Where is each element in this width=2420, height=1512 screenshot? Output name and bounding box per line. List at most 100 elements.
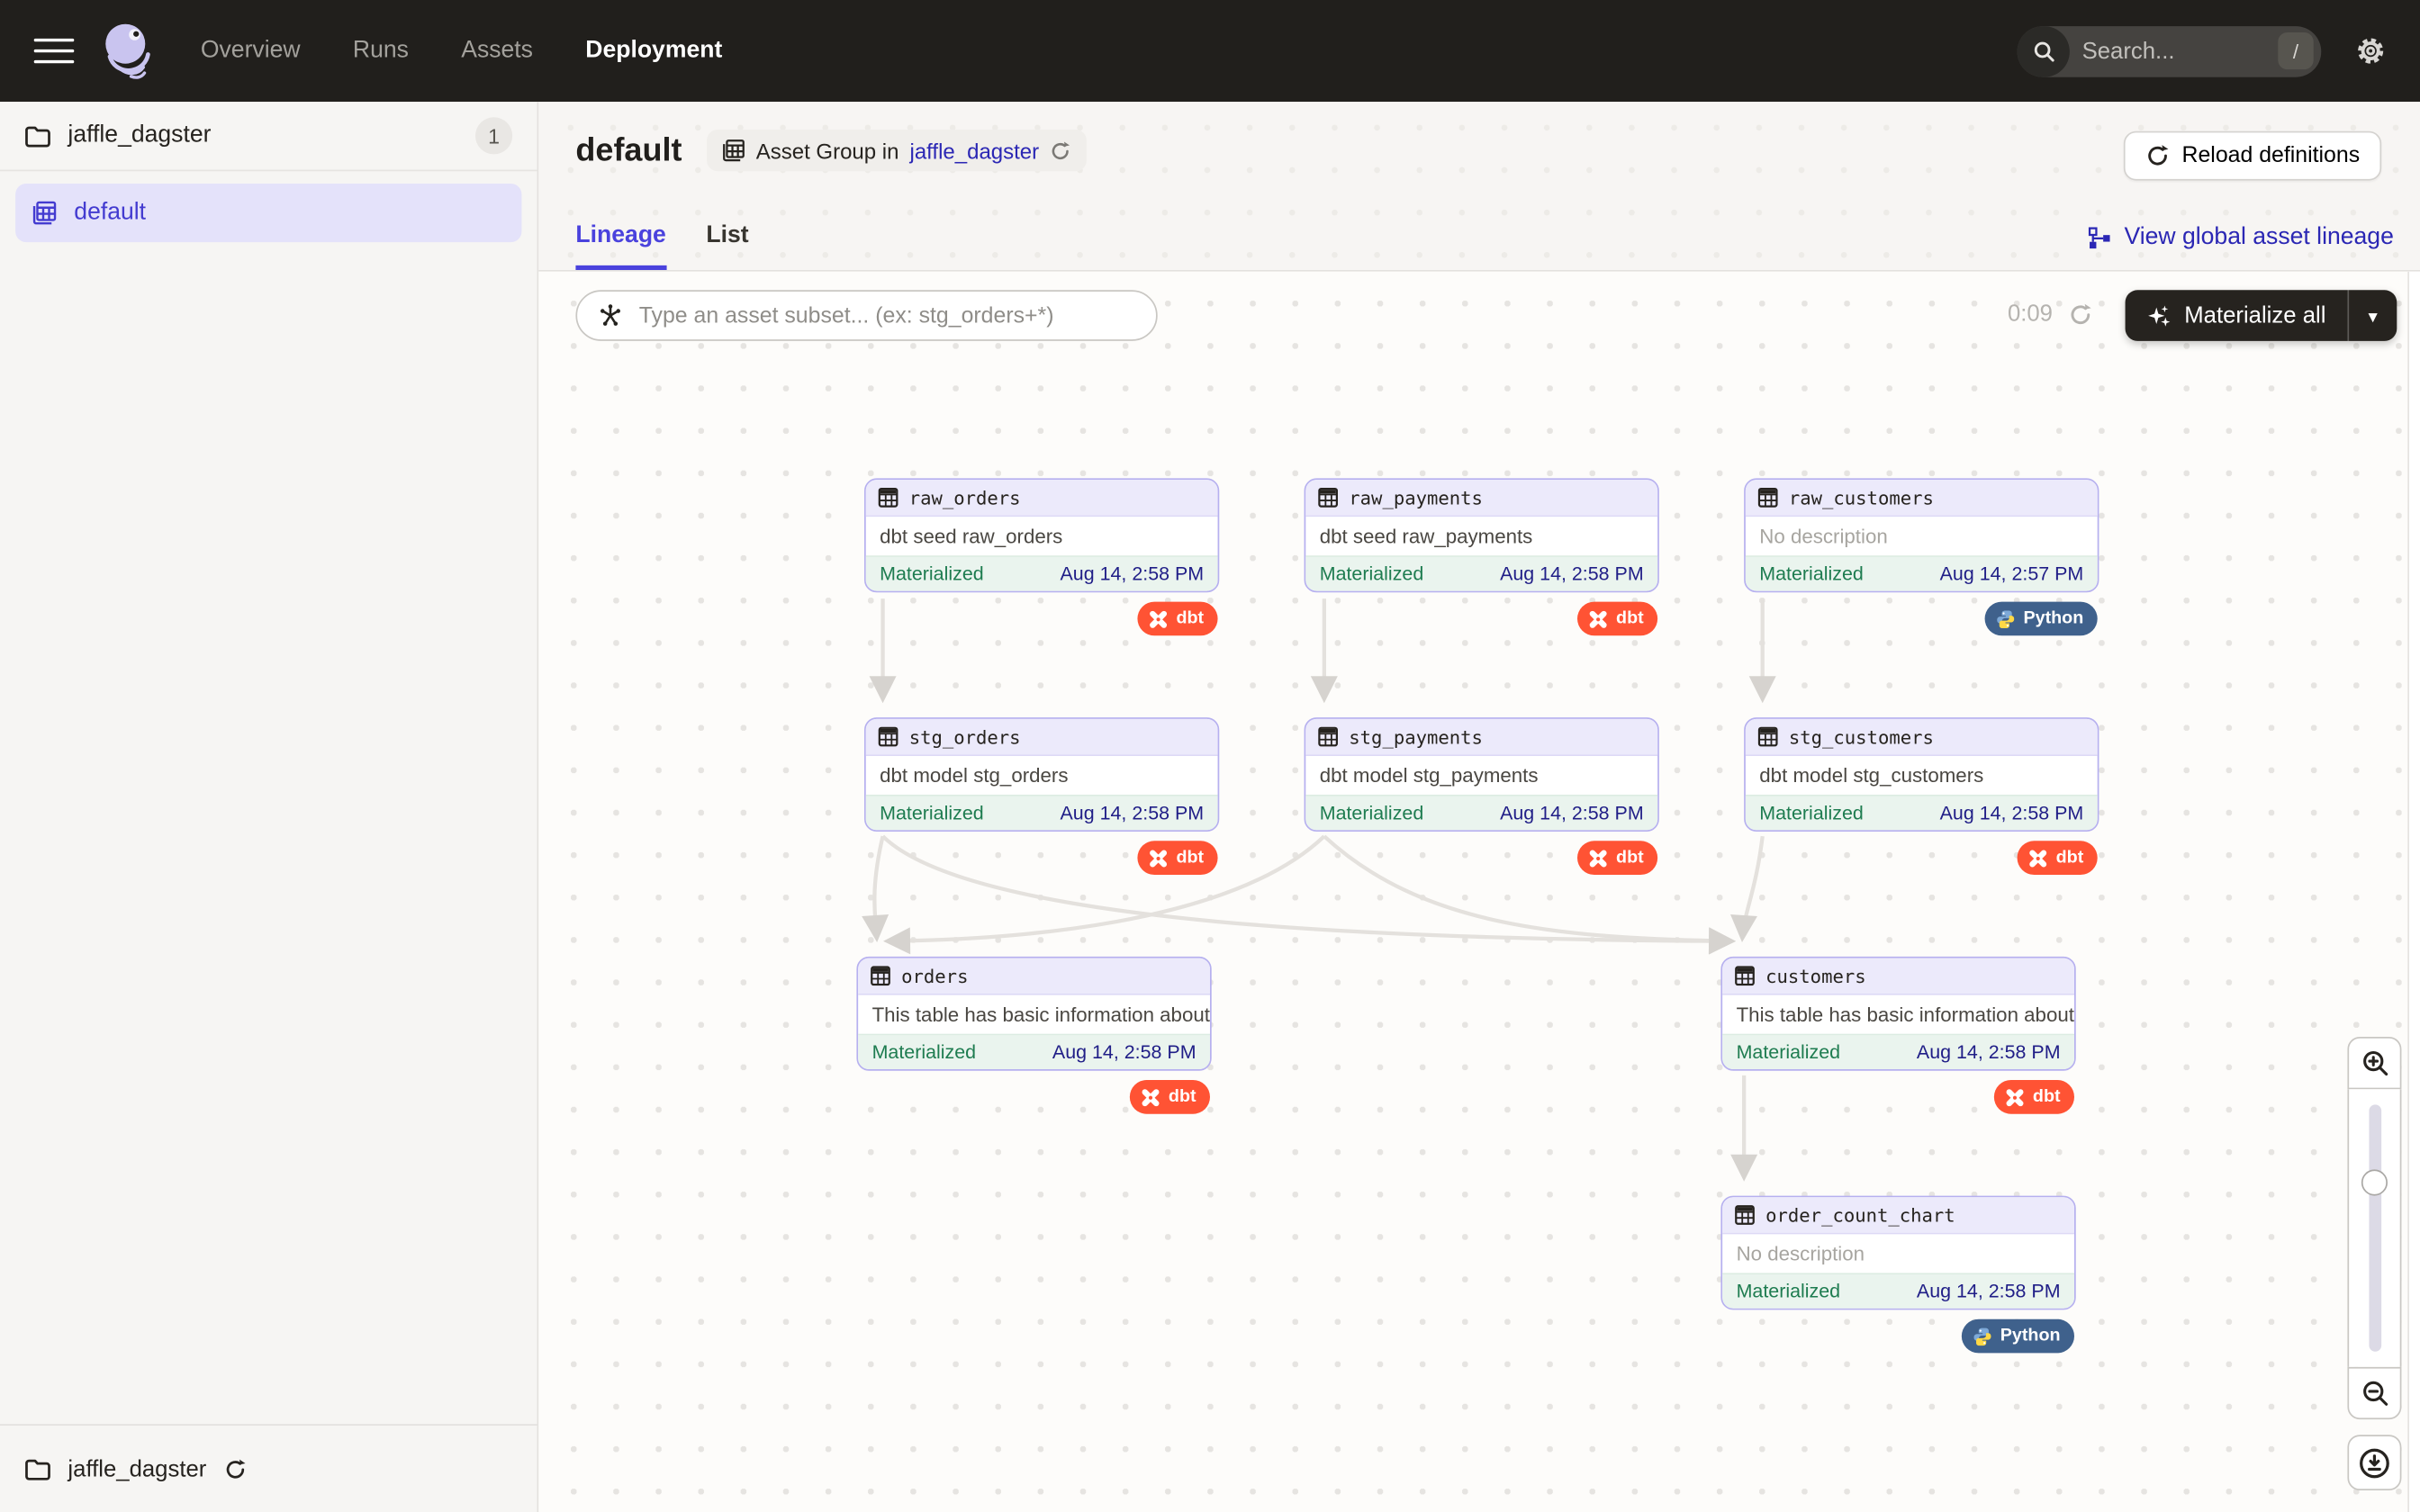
python-icon <box>1973 1327 1991 1346</box>
node-header: raw_payments <box>1305 480 1658 518</box>
asset-selection-icon <box>597 302 623 337</box>
view-global-asset-lineage-link[interactable]: View global asset lineage <box>2089 224 2394 252</box>
asset-name: orders <box>901 965 969 987</box>
asset-group-label: Asset Group in <box>755 138 899 163</box>
asset-name: raw_payments <box>1349 486 1483 508</box>
left-sidebar: jaffle_dagster 1 default jaffle_dagster <box>0 102 539 1512</box>
asset-node-raw-payments[interactable]: raw_payments dbt seed raw_payments Mater… <box>1304 478 1659 636</box>
materialized-timestamp[interactable]: Aug 14, 2:58 PM <box>1916 1041 2061 1064</box>
asset-node-orders[interactable]: orders This table has basic information … <box>856 956 1212 1114</box>
materialized-timestamp[interactable]: Aug 14, 2:57 PM <box>1939 562 2084 585</box>
python-badge: Python <box>1984 601 2098 636</box>
python-badge: Python <box>1961 1318 2074 1354</box>
page-title: default <box>575 131 682 167</box>
dbt-icon <box>1589 849 1607 867</box>
menu-icon[interactable] <box>33 31 75 71</box>
asset-name: stg_customers <box>1788 725 1934 748</box>
dbt-icon <box>2006 1088 2024 1106</box>
refresh-graph-icon[interactable] <box>2068 302 2092 326</box>
global-search[interactable]: / <box>2017 25 2322 76</box>
asset-group-icon <box>722 140 745 162</box>
asset-node-customers[interactable]: customers This table has basic informati… <box>1720 956 2076 1114</box>
tab-list[interactable]: List <box>706 221 749 248</box>
sidebar-group-default[interactable]: default <box>15 184 522 243</box>
python-icon <box>1997 609 2015 628</box>
table-icon <box>878 726 898 747</box>
settings-gear-icon[interactable] <box>2355 35 2386 66</box>
download-graph-button[interactable] <box>2347 1435 2402 1490</box>
asset-description: No description <box>1736 1242 1865 1265</box>
asset-description: dbt model stg_payments <box>1319 763 1539 788</box>
lineage-graph-icon <box>2089 226 2111 248</box>
sidebar-repo-jaffle-dagster[interactable]: jaffle_dagster 1 <box>0 102 537 172</box>
asset-node-raw-customers[interactable]: raw_customers No description Materialize… <box>1744 478 2099 636</box>
asset-group-repo-link[interactable]: jaffle_dagster <box>909 138 1040 163</box>
refresh-group-icon[interactable] <box>1050 140 1071 161</box>
materialized-timestamp[interactable]: Aug 14, 2:58 PM <box>1916 1280 2061 1302</box>
materialized-status: Materialized <box>1736 1280 1841 1302</box>
asset-node-order-count-chart[interactable]: order_count_chart No description Materia… <box>1720 1195 2076 1354</box>
nav-item-deployment[interactable]: Deployment <box>585 37 723 64</box>
materialize-all-button[interactable]: Materialize all ▾ <box>2126 290 2397 341</box>
node-header: raw_orders <box>865 480 1218 518</box>
dbt-badge: dbt <box>1577 841 1658 875</box>
node-header: order_count_chart <box>1722 1197 2074 1235</box>
repo-count-badge: 1 <box>475 117 513 155</box>
dbt-badge: dbt <box>2017 841 2098 875</box>
group-name: default <box>74 199 147 226</box>
asset-name: raw_customers <box>1788 486 1934 508</box>
materialized-timestamp[interactable]: Aug 14, 2:58 PM <box>1939 802 2084 824</box>
materialized-timestamp[interactable]: Aug 14, 2:58 PM <box>1060 562 1205 585</box>
asset-node-stg-orders[interactable]: stg_orders dbt model stg_orders Material… <box>864 717 1220 875</box>
materialized-timestamp[interactable]: Aug 14, 2:58 PM <box>1060 802 1205 824</box>
asset-status-row: Materialized Aug 14, 2:58 PM <box>858 1033 1210 1069</box>
graph-scrollbar-gutter[interactable] <box>2407 271 2420 1512</box>
search-icon <box>2017 25 2070 76</box>
asset-node-raw-orders[interactable]: raw_orders dbt seed raw_orders Materiali… <box>864 478 1220 636</box>
asset-status-row: Materialized Aug 14, 2:58 PM <box>1305 555 1658 591</box>
asset-node-stg-payments[interactable]: stg_payments dbt model stg_payments Mate… <box>1304 717 1659 875</box>
table-icon <box>871 966 890 986</box>
lineage-edges <box>862 598 1776 1182</box>
tab-lineage[interactable]: Lineage <box>575 222 666 270</box>
materialized-timestamp[interactable]: Aug 14, 2:58 PM <box>1052 1041 1196 1064</box>
asset-status-row: Materialized Aug 14, 2:58 PM <box>1305 794 1658 831</box>
asset-subset-filter-input[interactable] <box>575 290 1158 341</box>
search-input[interactable] <box>2069 38 2253 65</box>
materialized-timestamp[interactable]: Aug 14, 2:58 PM <box>1500 802 1644 824</box>
dbt-icon <box>1142 1088 1160 1106</box>
materialized-timestamp[interactable]: Aug 14, 2:58 PM <box>1500 562 1644 585</box>
asset-status-row: Materialized Aug 14, 2:58 PM <box>1722 1033 2074 1069</box>
nav-item-assets[interactable]: Assets <box>461 37 533 64</box>
zoom-slider-track[interactable] <box>2369 1104 2382 1352</box>
asset-description: No description <box>1759 524 1888 548</box>
dbt-badge: dbt <box>1137 841 1218 875</box>
nav-item-overview[interactable]: Overview <box>200 37 301 64</box>
top-navigation-bar: Overview Runs Assets Deployment / <box>0 0 2420 103</box>
asset-status-row: Materialized Aug 14, 2:58 PM <box>1722 1273 2074 1309</box>
asset-name: stg_orders <box>908 725 1021 748</box>
node-header: raw_customers <box>1745 480 2098 518</box>
zoom-slider-handle[interactable] <box>2361 1169 2388 1196</box>
materialized-status: Materialized <box>1319 802 1424 824</box>
zoom-in-button[interactable] <box>2347 1037 2402 1090</box>
primary-nav: Overview Runs Assets Deployment <box>201 37 722 65</box>
slash-shortcut-key: / <box>2278 32 2314 70</box>
nav-item-runs[interactable]: Runs <box>352 37 409 64</box>
dagster-logo[interactable] <box>95 14 163 87</box>
table-icon <box>878 487 898 508</box>
asset-description: dbt seed raw_orders <box>880 524 1063 548</box>
zoom-out-button[interactable] <box>2347 1366 2402 1420</box>
dbt-badge: dbt <box>1577 601 1658 636</box>
asset-status-row: Materialized Aug 14, 2:57 PM <box>1745 555 2098 591</box>
reload-definitions-button[interactable]: Reload definitions <box>2123 130 2382 181</box>
reload-icon <box>2147 145 2168 166</box>
table-icon <box>1318 726 1339 747</box>
asset-name: order_count_chart <box>1765 1204 1955 1226</box>
zoom-slider[interactable] <box>2347 1089 2402 1367</box>
lineage-graph-canvas[interactable]: 0:09 Materialize all ▾ raw_orders <box>538 271 2420 1512</box>
refresh-repo-icon[interactable] <box>223 1457 247 1480</box>
materialize-dropdown-caret[interactable]: ▾ <box>2347 290 2397 341</box>
node-header: stg_payments <box>1305 718 1658 756</box>
asset-node-stg-customers[interactable]: stg_customers dbt model stg_customers Ma… <box>1744 717 2099 875</box>
